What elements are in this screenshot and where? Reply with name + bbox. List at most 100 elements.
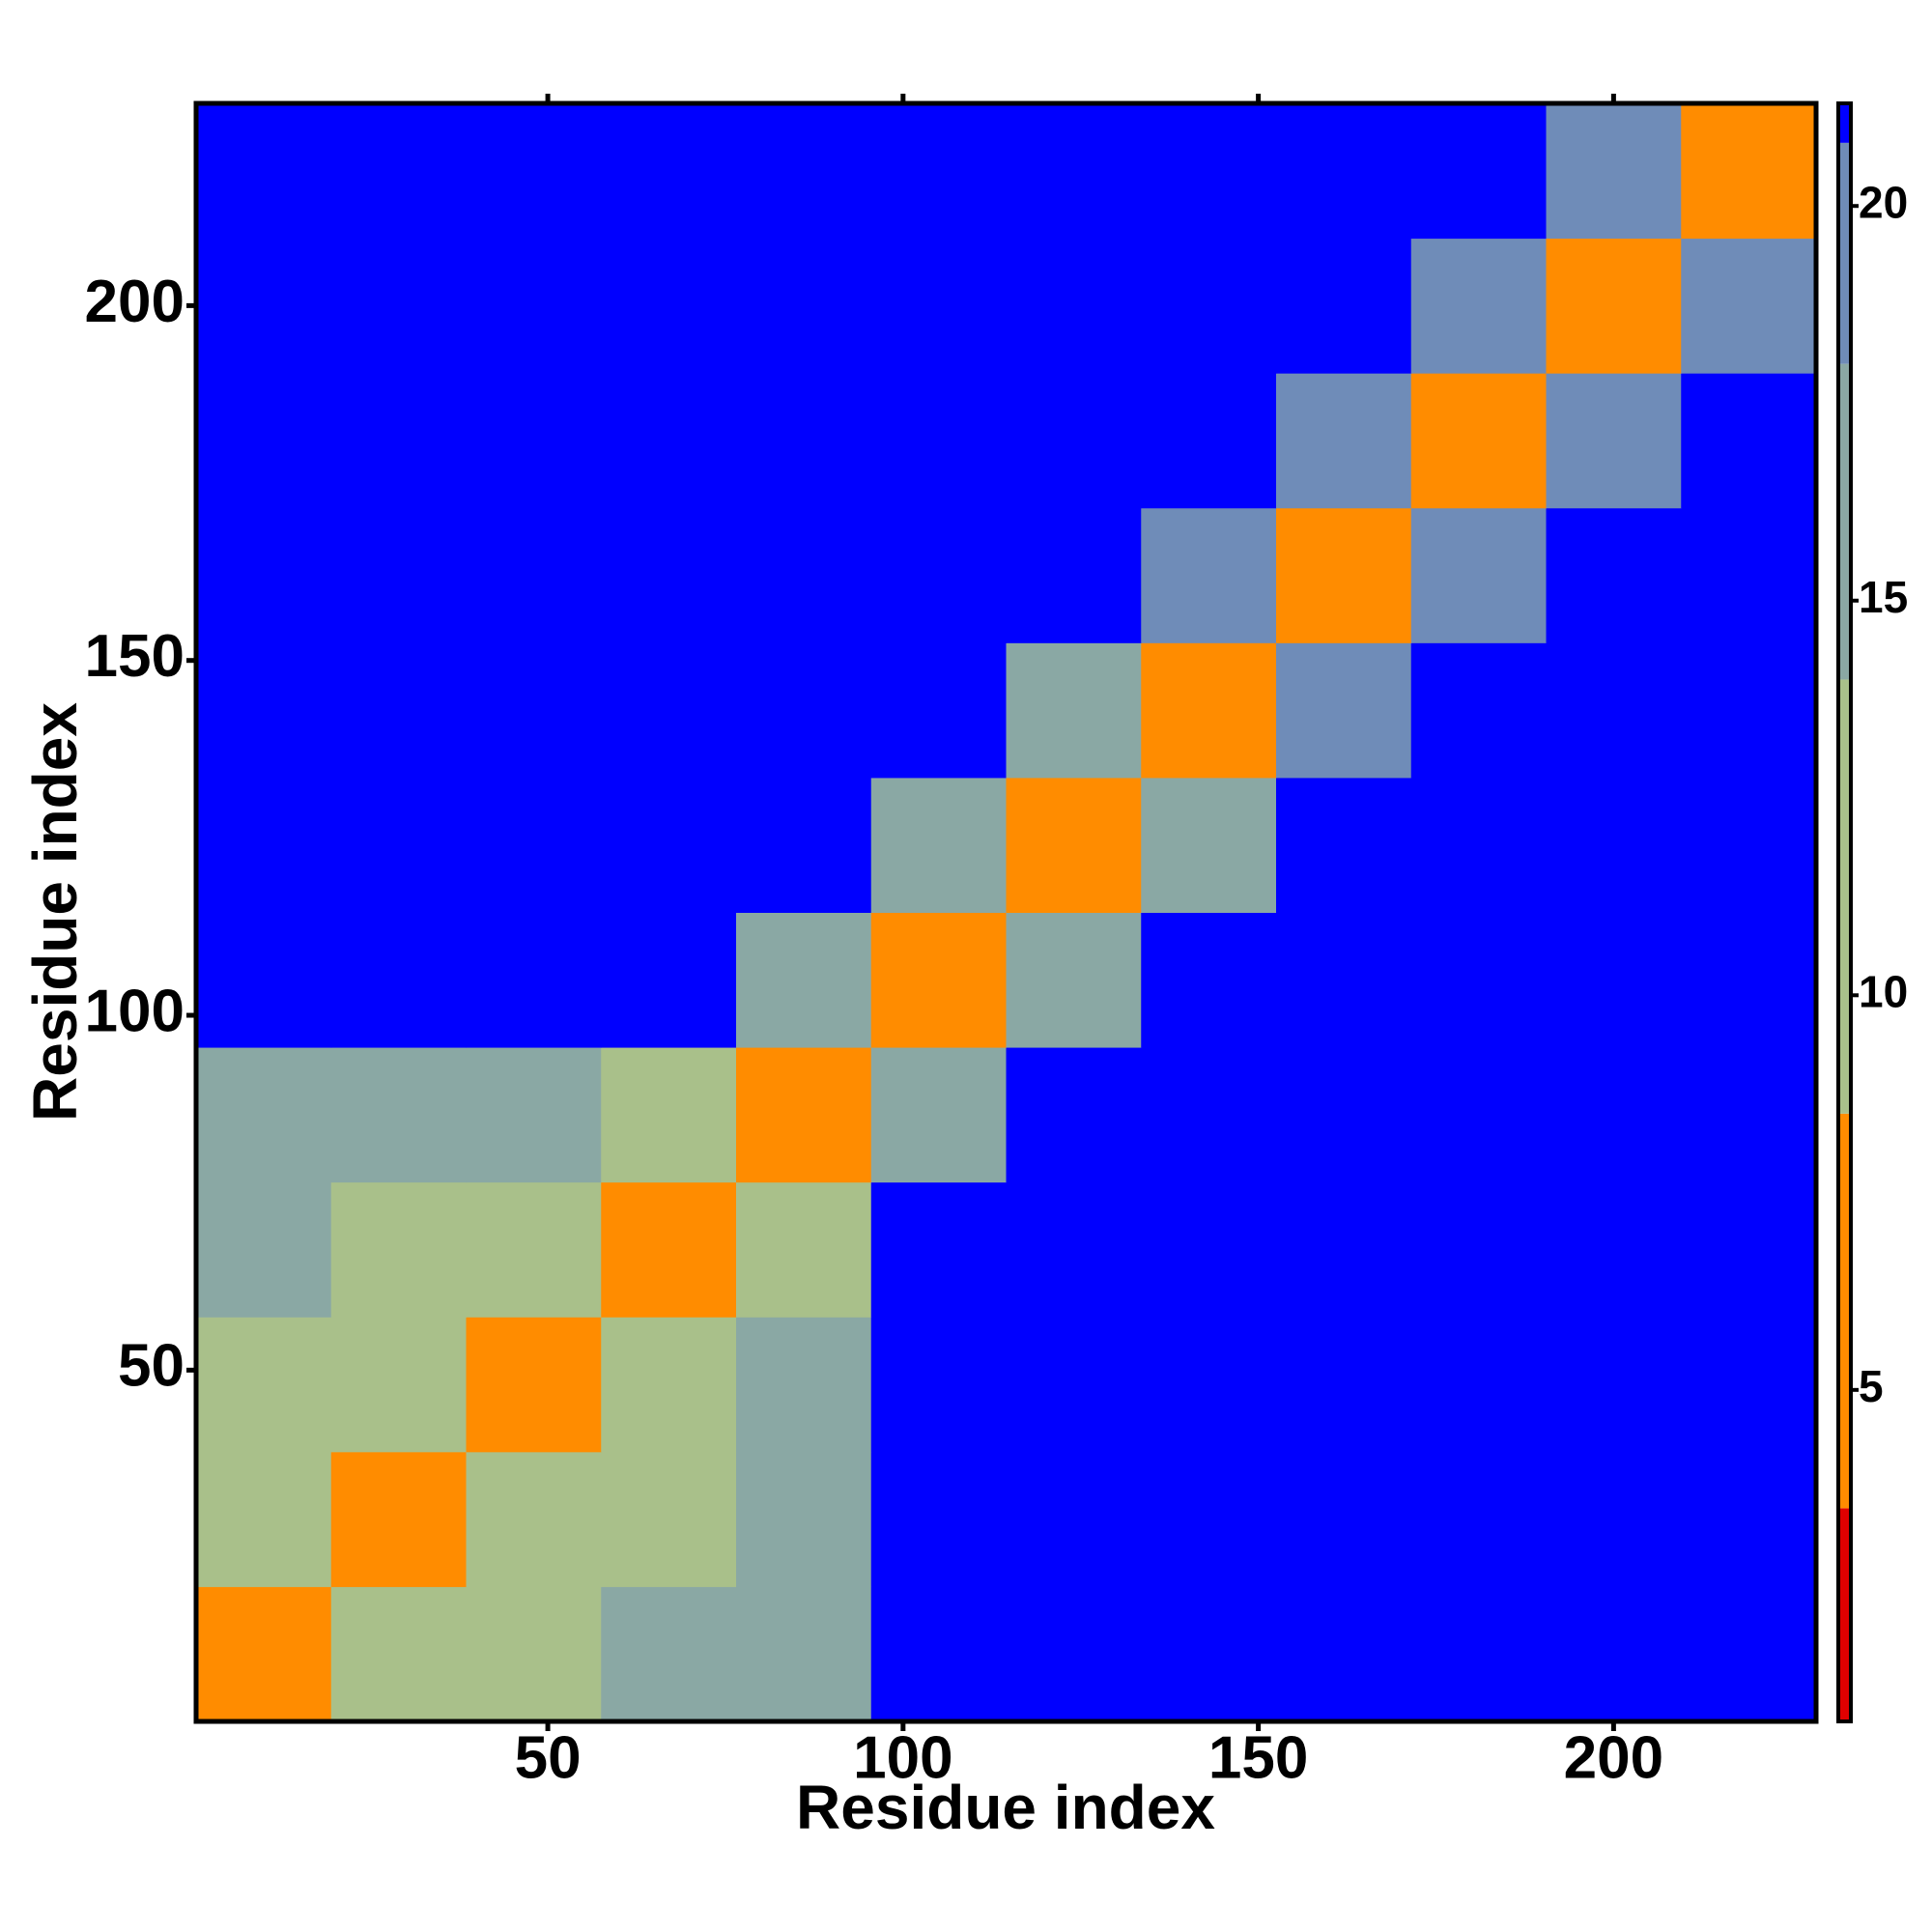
heat-cell [870, 238, 1007, 374]
heat-cell [601, 1586, 737, 1722]
heat-cell [196, 1317, 332, 1453]
heat-cell [736, 642, 872, 779]
x-tick-label: 50 [515, 1724, 582, 1791]
heat-cell [1410, 507, 1547, 643]
heat-cell [1006, 238, 1142, 374]
heat-cell [870, 103, 1007, 240]
heat-cell [196, 777, 332, 913]
heat-cell [1276, 912, 1412, 1048]
heat-cell [466, 1317, 602, 1453]
heat-cell [196, 642, 332, 779]
heat-cell [736, 1317, 872, 1453]
heat-cell [196, 1181, 332, 1318]
x-axis-title: Residue index [796, 1773, 1215, 1842]
heat-cell [870, 1451, 1007, 1587]
heat-cell [1681, 777, 1817, 913]
heat-cell [1006, 642, 1142, 779]
heat-cell [1681, 642, 1817, 779]
heat-cell [1410, 912, 1547, 1048]
heat-cell [1276, 507, 1412, 643]
heat-cell [1141, 1181, 1277, 1318]
heat-cell [1546, 642, 1682, 779]
heat-cell [1410, 777, 1547, 913]
heat-cell [466, 1047, 602, 1183]
heat-cell [601, 238, 737, 374]
heat-cell [196, 507, 332, 643]
heat-cell [1141, 912, 1277, 1048]
heat-cell [870, 507, 1007, 643]
heat-cell [1546, 1451, 1682, 1587]
heat-cell [601, 1181, 737, 1318]
heat-cell [1681, 373, 1817, 509]
heat-cell [601, 642, 737, 779]
heat-cell [870, 912, 1007, 1048]
heat-cell [736, 912, 872, 1048]
x-tick-label: 150 [1208, 1724, 1308, 1791]
heat-cell [870, 373, 1007, 509]
heat-cell [1276, 373, 1412, 509]
heat-cell [196, 1451, 332, 1587]
heat-cell [1276, 238, 1412, 374]
colorbar-segment [1838, 103, 1851, 143]
heat-cell [1141, 1047, 1277, 1183]
heat-cell [1276, 1451, 1412, 1587]
heat-cell [330, 642, 467, 779]
heat-cell [330, 1047, 467, 1183]
heat-cell [466, 507, 602, 643]
heat-cell [196, 1047, 332, 1183]
heat-cell [1141, 642, 1277, 779]
heat-cell [601, 507, 737, 643]
heat-cell [1410, 373, 1547, 509]
heat-cell [1410, 1451, 1547, 1587]
heat-cell [330, 912, 467, 1048]
heat-cell [330, 1586, 467, 1722]
heat-cell [1410, 642, 1547, 779]
heat-cell [1276, 642, 1412, 779]
heat-cell [466, 103, 602, 240]
heat-cell [1006, 373, 1142, 509]
heat-cell [736, 1586, 872, 1722]
heat-cell [1546, 1181, 1682, 1318]
heat-cell [330, 1451, 467, 1587]
heat-cell [870, 1317, 1007, 1453]
heat-cell [736, 103, 872, 240]
heat-cell [736, 777, 872, 913]
heat-cell [1006, 1047, 1142, 1183]
heat-cell [1006, 1451, 1142, 1587]
heat-cell [330, 103, 467, 240]
heat-cell [1410, 238, 1547, 374]
heat-cell [736, 1451, 872, 1587]
x-tick-label: 100 [853, 1724, 952, 1791]
heat-cell [736, 238, 872, 374]
heat-cell [1681, 1181, 1817, 1318]
heat-cell [330, 507, 467, 643]
heat-cell [1006, 1181, 1142, 1318]
heat-cell [1546, 1586, 1682, 1722]
colorbar-tick-label: 20 [1859, 177, 1908, 227]
heat-cell [330, 373, 467, 509]
heat-cell [196, 238, 332, 374]
colorbar-segment [1838, 363, 1851, 680]
heat-cell [1141, 507, 1277, 643]
heat-cell [870, 1586, 1007, 1722]
heat-cell [1410, 1181, 1547, 1318]
heat-cell [196, 103, 332, 240]
heat-cell [1141, 777, 1277, 913]
heat-cell [466, 642, 602, 779]
heat-cell [466, 912, 602, 1048]
heat-cell [1546, 507, 1682, 643]
heat-cell [1546, 1317, 1682, 1453]
heat-cell [330, 1317, 467, 1453]
heat-cell [1276, 777, 1412, 913]
heat-cell [1141, 103, 1277, 240]
colorbar-segment [1838, 679, 1851, 1114]
heat-cell [1141, 238, 1277, 374]
heat-cell [1141, 373, 1277, 509]
heat-cell [1410, 1586, 1547, 1722]
heat-cell [196, 373, 332, 509]
x-tick-label: 200 [1564, 1724, 1663, 1791]
colorbar-segment [1838, 142, 1851, 364]
colorbar-segment [1838, 1508, 1851, 1721]
heat-cell [1006, 912, 1142, 1048]
